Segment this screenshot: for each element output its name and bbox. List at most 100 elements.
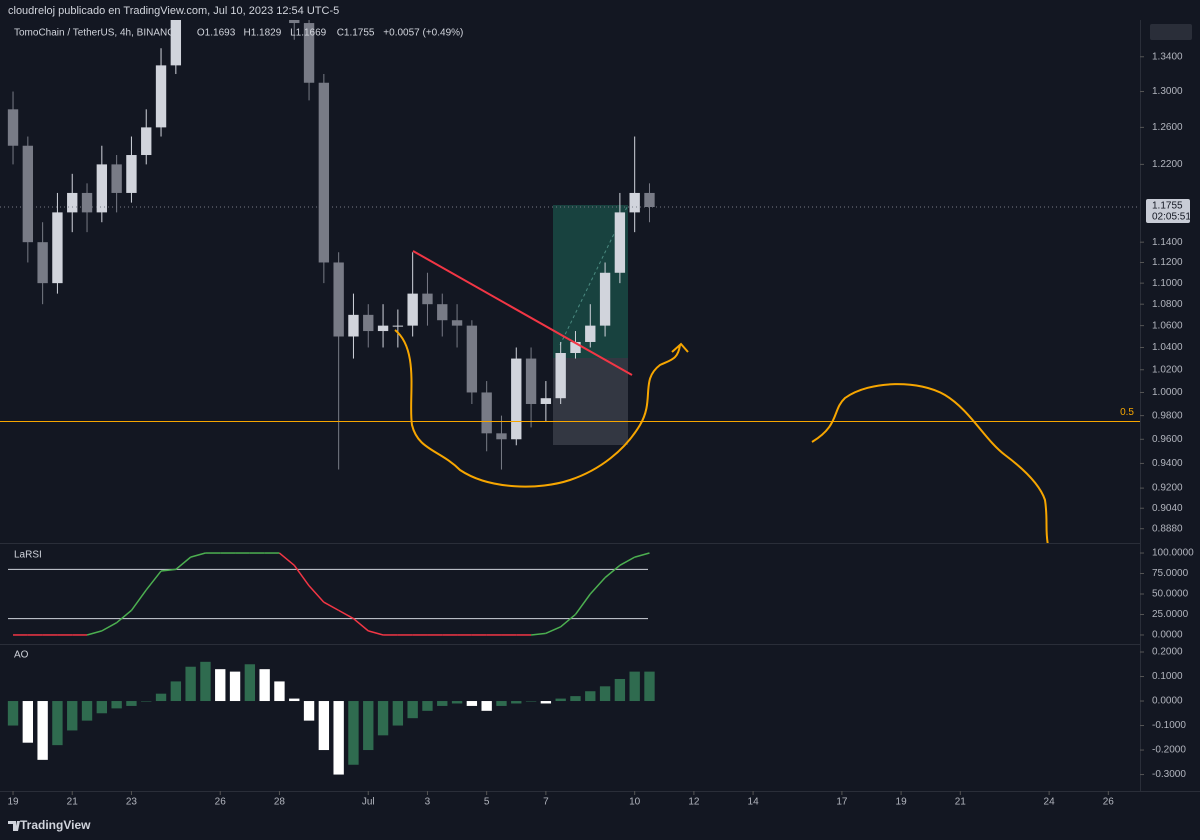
legend-value: L1.1669 (290, 28, 327, 39)
rsi-segment (560, 613, 576, 628)
ao-bar (540, 701, 552, 704)
ao-bar (37, 701, 48, 760)
candle-body (303, 23, 315, 83)
footer-brand: TradingView (20, 818, 91, 832)
y-tick-label: 1.1400 (1152, 237, 1183, 248)
candle-body (348, 314, 359, 337)
rsi-segment (545, 626, 561, 635)
ao-bar (614, 678, 626, 702)
candle-body (585, 325, 596, 342)
candle-body (496, 433, 507, 440)
ao-bar (644, 671, 655, 702)
y-tick-label: -0.1000 (1152, 720, 1186, 731)
rsi-segment (116, 609, 132, 624)
ao-bar (585, 691, 596, 702)
trendline (412, 250, 633, 376)
ao-bar (511, 701, 522, 704)
candle-body (81, 192, 93, 213)
candle-body (555, 353, 566, 399)
candle-body (170, 20, 182, 66)
candle-body (629, 192, 640, 213)
legend-value: O1.1693 (197, 28, 236, 39)
x-tick-label: 3 (425, 797, 431, 808)
candle-body (96, 164, 108, 213)
rsi-segment (604, 564, 621, 579)
ao-bar (229, 671, 241, 702)
candle-body (644, 192, 655, 208)
ao-bar (215, 669, 226, 702)
pane-title: AO (14, 650, 29, 661)
rsi-segment (278, 552, 295, 566)
ao-bar (111, 701, 122, 709)
y-tick-label: 50.0000 (1152, 589, 1189, 600)
rsi-segment (308, 585, 325, 603)
candle-body (37, 242, 48, 284)
pane-title: LaRSI (14, 550, 42, 561)
ao-bar (481, 701, 492, 711)
ao-bar (244, 664, 256, 702)
level-label: 0.5 (1120, 407, 1134, 418)
price-pane (7, 20, 655, 470)
pane-title: TomoChain / TetherUS, 4h, BINANCE (14, 28, 181, 39)
x-tick-label: 17 (836, 797, 848, 808)
ao-bar (466, 701, 478, 706)
ao-bar (318, 701, 330, 751)
ao-bar (437, 701, 448, 706)
rsi-segment (323, 601, 340, 612)
ao-bar (274, 681, 285, 702)
y-tick-label: 0.9040 (1152, 503, 1183, 514)
candle-body (570, 341, 581, 354)
ao-bar (363, 701, 374, 751)
ao-bar (407, 701, 418, 719)
header-title: cloudreloj publicado en TradingView.com,… (8, 5, 339, 17)
candle-body (111, 164, 122, 193)
logo (8, 821, 20, 831)
legend-value: H1.1829 (244, 28, 282, 39)
x-tick-label: 28 (274, 797, 286, 808)
position-path (559, 204, 629, 346)
candle-body (333, 262, 344, 337)
x-tick-label: 23 (126, 797, 138, 808)
last-price-box (1146, 199, 1190, 224)
candle-body (22, 145, 34, 243)
y-tick-label: 1.0600 (1152, 320, 1183, 331)
y-tick-label: 1.0000 (1152, 387, 1183, 398)
ao-bar (599, 686, 611, 702)
rsi-segment (368, 630, 384, 636)
ao-bar (170, 681, 182, 702)
rsi-segment (86, 630, 103, 636)
ao-bar (377, 701, 389, 736)
candle-body (141, 127, 152, 156)
ao-bar (259, 669, 270, 702)
y-tick-label: 1.3000 (1152, 86, 1183, 97)
y-tick-label: 1.3400 (1152, 51, 1183, 62)
candle-body (437, 304, 448, 321)
y-tick-label: 1.0800 (1152, 299, 1183, 310)
candle-body (155, 65, 167, 128)
ao-bar (200, 661, 211, 702)
x-tick-label: 21 (67, 797, 79, 808)
rsi-segment (175, 556, 192, 570)
ao-bar (67, 701, 78, 731)
y-tick-label: 1.2200 (1152, 159, 1183, 170)
candle-body (392, 325, 404, 327)
ao-bar (96, 701, 108, 714)
y-tick-label: 1.1200 (1152, 257, 1183, 268)
drawings (394, 250, 1049, 543)
ao-bar (451, 701, 463, 704)
candle-body (363, 314, 374, 332)
rsi-segment (130, 589, 147, 611)
candle-body (481, 392, 492, 434)
ao-bar (333, 701, 344, 775)
ao-bar (555, 698, 566, 702)
y-tick-label: 25.0000 (1152, 609, 1189, 620)
candle-body (511, 358, 522, 440)
x-tick-label: 5 (484, 797, 490, 808)
y-tick-label: 1.1000 (1152, 278, 1183, 289)
ao-bar (155, 693, 167, 702)
x-tick-label: 10 (629, 797, 641, 808)
y-tick-label: 0.8880 (1152, 523, 1183, 534)
axis-corner (1150, 24, 1192, 40)
candle-body (7, 109, 19, 146)
x-tick-label: 26 (1103, 797, 1115, 808)
